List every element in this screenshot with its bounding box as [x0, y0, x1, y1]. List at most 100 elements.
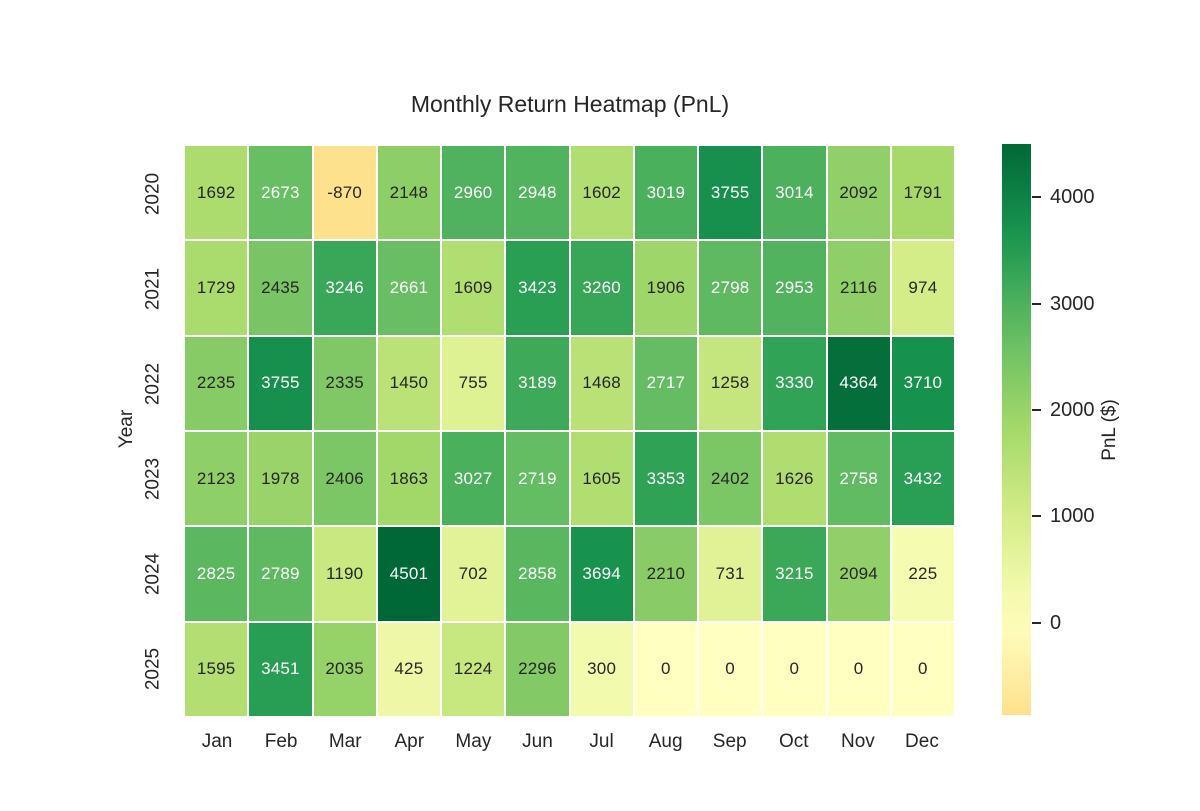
x-tick-label: Jul: [589, 731, 614, 752]
heatmap-cell: 425: [377, 622, 440, 716]
colorbar-tick-mark: [1032, 515, 1041, 518]
heatmap-cell: 1605: [570, 432, 633, 526]
colorbar-tick-label: 1000: [1050, 505, 1095, 528]
heatmap-cell: 1791: [891, 146, 954, 240]
y-tick-label: 2021: [142, 267, 164, 310]
heatmap-cell: 300: [570, 622, 633, 716]
heatmap-cell: 2148: [377, 146, 440, 240]
heatmap-cell: 2717: [634, 336, 697, 430]
heatmap-cell: 2402: [699, 432, 762, 526]
y-tick-label: 2023: [142, 457, 164, 500]
x-tick-label: Jun: [522, 731, 553, 752]
heatmap-cell: 2235: [185, 336, 248, 430]
heatmap-cell: 0: [634, 622, 697, 716]
heatmap-cell: 2035: [313, 622, 376, 716]
colorbar-tick-mark: [1032, 408, 1041, 411]
heatmap-cell: 3353: [634, 432, 697, 526]
x-tick-label: Jan: [201, 731, 233, 752]
heatmap-cell: 1595: [185, 622, 248, 716]
heatmap-cell: 1626: [763, 432, 826, 526]
heatmap-cell: 3694: [570, 527, 633, 621]
heatmap-cell: 3423: [506, 241, 569, 335]
heatmap-cell: 1609: [442, 241, 505, 335]
x-tick-label: Mar: [328, 731, 362, 752]
heatmap-cell: 3432: [891, 432, 954, 526]
heatmap-cell: 3330: [763, 336, 826, 430]
heatmap-cell: 3451: [249, 622, 312, 716]
x-tick-label: Feb: [264, 731, 298, 752]
heatmap-cell: 3755: [249, 336, 312, 430]
heatmap-cell: 2094: [827, 527, 890, 621]
heatmap-cell: 3260: [570, 241, 633, 335]
heatmap-cell: 2116: [827, 241, 890, 335]
heatmap-cell: 4501: [377, 527, 440, 621]
colorbar-tick-mark: [1032, 302, 1041, 305]
colorbar-tick-label: 2000: [1050, 398, 1095, 421]
heatmap-cell: 3755: [699, 146, 762, 240]
heatmap-cell: 974: [891, 241, 954, 335]
colorbar-tick-label: 4000: [1050, 186, 1095, 209]
x-tick-label: Oct: [779, 731, 809, 752]
heatmap-cell: 1906: [634, 241, 697, 335]
heatmap-cell: 2406: [313, 432, 376, 526]
y-axis-label: Year: [116, 409, 137, 449]
heatmap-cell: 3215: [763, 527, 826, 621]
heatmap-cell: 731: [699, 527, 762, 621]
heatmap-cell: 2335: [313, 336, 376, 430]
colorbar-label: PnL ($): [1099, 399, 1120, 461]
heatmap-cell: 4364: [827, 336, 890, 430]
chart-title: Monthly Return Heatmap (PnL): [410, 91, 730, 117]
x-tick-label: May: [455, 731, 492, 752]
heatmap-cell: 2092: [827, 146, 890, 240]
y-tick-label: 2025: [142, 647, 164, 690]
heatmap-cell: 3019: [634, 146, 697, 240]
heatmap-cell: 3189: [506, 336, 569, 430]
heatmap-cell: 2719: [506, 432, 569, 526]
heatmap-cell: 2798: [699, 241, 762, 335]
heatmap-cell: 0: [827, 622, 890, 716]
heatmap-cell: 2758: [827, 432, 890, 526]
heatmap-grid: 1692 2673 -870 2148 2960 2948 1602 3019 3755 3014…: [185, 146, 954, 716]
colorbar-gradient: [1002, 144, 1031, 715]
heatmap-cell: 1190: [313, 527, 376, 621]
y-tick-label: 2022: [142, 362, 164, 405]
heatmap-cell: 1258: [699, 336, 762, 430]
y-tick-label: 2020: [142, 172, 164, 215]
colorbar-tick-label: 3000: [1050, 292, 1095, 315]
x-tick-label: Aug: [648, 731, 683, 752]
x-tick-label: Nov: [840, 731, 875, 752]
heatmap-cell: 3246: [313, 241, 376, 335]
heatmap-cell: 0: [763, 622, 826, 716]
heatmap-cell: 1729: [185, 241, 248, 335]
colorbar-tick-label: 0: [1050, 611, 1062, 634]
colorbar-tick-mark: [1032, 196, 1041, 199]
heatmap-cell: 2210: [634, 527, 697, 621]
heatmap-cell: 2123: [185, 432, 248, 526]
heatmap-cell: 1468: [570, 336, 633, 430]
heatmap-cell: 3710: [891, 336, 954, 430]
heatmap-cell: 2789: [249, 527, 312, 621]
x-tick-label: Apr: [394, 731, 425, 752]
heatmap-cell: 225: [891, 527, 954, 621]
heatmap-cell: 2858: [506, 527, 569, 621]
heatmap-cell: 2825: [185, 527, 248, 621]
heatmap-cell: 2673: [249, 146, 312, 240]
heatmap-cell: 1450: [377, 336, 440, 430]
heatmap-cell: 755: [442, 336, 505, 430]
heatmap-cell: 3027: [442, 432, 505, 526]
heatmap-cell: 3014: [763, 146, 826, 240]
x-tick-label: Dec: [905, 731, 939, 752]
heatmap-cell: 2953: [763, 241, 826, 335]
heatmap-cell: 2296: [506, 622, 569, 716]
heatmap-cell: 1978: [249, 432, 312, 526]
heatmap-cell: 702: [442, 527, 505, 621]
heatmap-cell: 1863: [377, 432, 440, 526]
heatmap-cell: 2948: [506, 146, 569, 240]
heatmap-cell: 1602: [570, 146, 633, 240]
heatmap-cell: 0: [891, 622, 954, 716]
heatmap-cell: 0: [699, 622, 762, 716]
colorbar-tick-mark: [1032, 621, 1041, 624]
heatmap-cell: 2960: [442, 146, 505, 240]
x-tick-label: Sep: [712, 731, 747, 752]
